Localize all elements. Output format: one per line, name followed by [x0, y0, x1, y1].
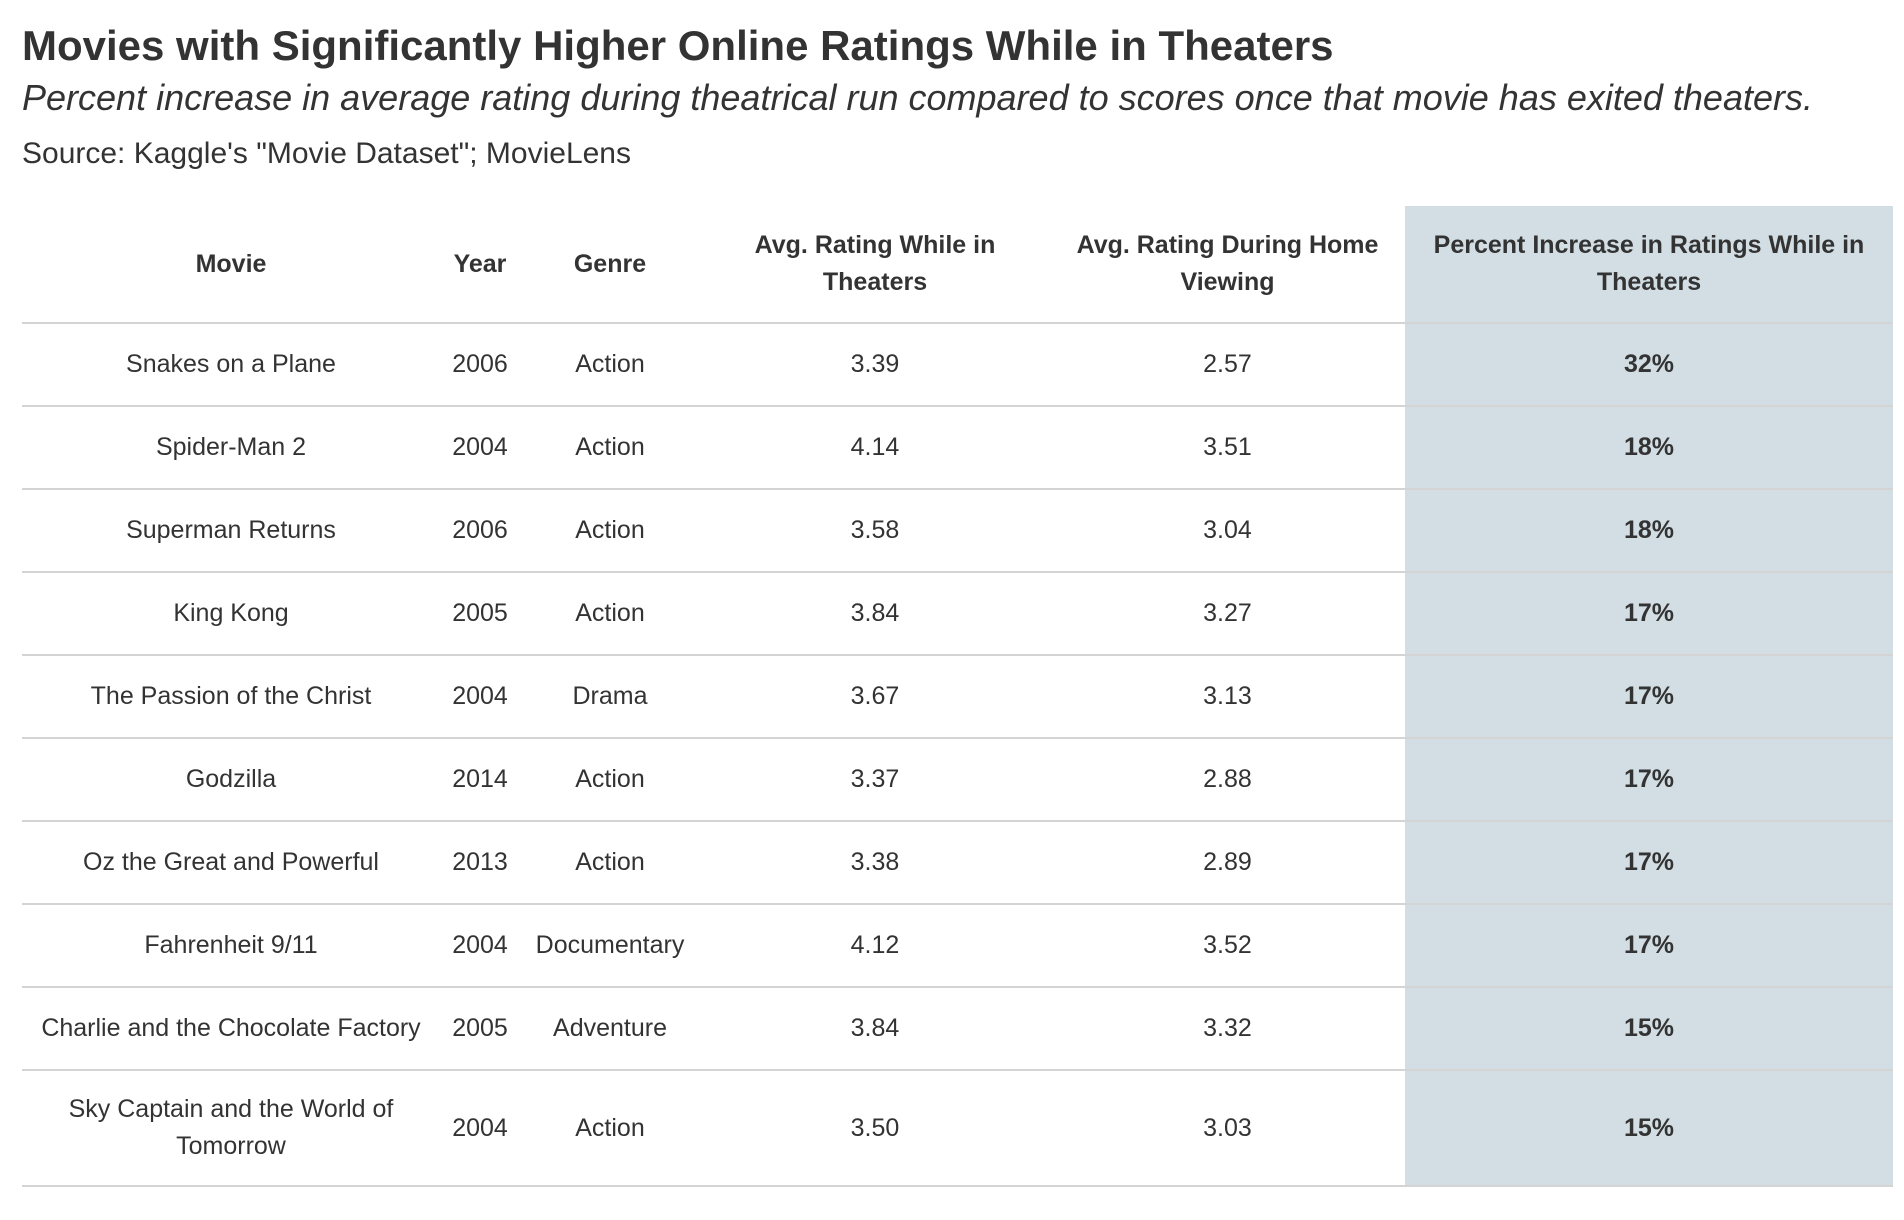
rating-home-viewing-cell: 3.52 — [1050, 904, 1405, 988]
movie-cell: The Passion of the Christ — [22, 655, 440, 739]
rating-home-viewing-cell: 2.57 — [1050, 323, 1405, 407]
genre-cell: Action — [520, 406, 700, 490]
movie-cell: Oz the Great and Powerful — [22, 821, 440, 905]
percent-increase-cell: 15% — [1405, 1070, 1893, 1187]
table-row: Fahrenheit 9/11 2004 Documentary 4.12 3.52 17… — [22, 904, 1893, 988]
year-cell: 2013 — [440, 821, 520, 905]
rating-in-theaters-cell: 3.37 — [700, 738, 1050, 822]
year-cell: 2004 — [440, 406, 520, 490]
table-row: The Passion of the Christ 2004 Drama 3.67 3.… — [22, 655, 1893, 739]
genre-cell: Drama — [520, 655, 700, 739]
movie-cell: Charlie and the Chocolate Factory — [22, 987, 440, 1071]
table-row: Oz the Great and Powerful 2013 Action 3.38 2… — [22, 821, 1893, 905]
column-header-percent-increase: Percent Increase in Ratings While in The… — [1405, 206, 1893, 324]
year-cell: 2004 — [440, 1070, 520, 1187]
year-cell: 2014 — [440, 738, 520, 822]
movie-cell: King Kong — [22, 572, 440, 656]
genre-cell: Action — [520, 323, 700, 407]
table-row: King Kong 2005 Action 3.84 3.27 17% — [22, 572, 1893, 656]
table-row: Sky Captain and the World of Tomorrow 200… — [22, 1070, 1893, 1187]
table-row: Spider-Man 2 2004 Action 4.14 3.51 18% — [22, 406, 1893, 490]
movie-cell: Snakes on a Plane — [22, 323, 440, 407]
percent-increase-cell: 17% — [1405, 572, 1893, 656]
year-cell: 2004 — [440, 904, 520, 988]
year-cell: 2005 — [440, 987, 520, 1071]
rating-in-theaters-cell: 3.84 — [700, 987, 1050, 1071]
percent-increase-cell: 17% — [1405, 655, 1893, 739]
rating-home-viewing-cell: 3.13 — [1050, 655, 1405, 739]
table-body: Snakes on a Plane 2006 Action 3.39 2.57 32% Sp… — [22, 323, 1893, 1187]
percent-increase-cell: 18% — [1405, 406, 1893, 490]
rating-home-viewing-cell: 3.27 — [1050, 572, 1405, 656]
rating-in-theaters-cell: 3.58 — [700, 489, 1050, 573]
rating-in-theaters-cell: 3.38 — [700, 821, 1050, 905]
rating-home-viewing-cell: 3.32 — [1050, 987, 1405, 1071]
table-row: Superman Returns 2006 Action 3.58 3.04 18% — [22, 489, 1893, 573]
movie-cell: Sky Captain and the World of Tomorrow — [22, 1070, 440, 1187]
movie-cell: Fahrenheit 9/11 — [22, 904, 440, 988]
table-row: Snakes on a Plane 2006 Action 3.39 2.57 32% — [22, 323, 1893, 407]
rating-home-viewing-cell: 3.03 — [1050, 1070, 1405, 1187]
genre-cell: Action — [520, 489, 700, 573]
chart-header: Movies with Significantly Higher Online … — [22, 18, 1893, 174]
header-row: Movie Year Genre Avg. Rating While in Th… — [22, 206, 1893, 324]
percent-increase-cell: 15% — [1405, 987, 1893, 1071]
genre-cell: Action — [520, 821, 700, 905]
year-cell: 2006 — [440, 489, 520, 573]
table-row: Godzilla 2014 Action 3.37 2.88 17% — [22, 738, 1893, 822]
rating-in-theaters-cell: 3.50 — [700, 1070, 1050, 1187]
column-header-year: Year — [440, 206, 520, 324]
rating-home-viewing-cell: 3.04 — [1050, 489, 1405, 573]
genre-cell: Action — [520, 738, 700, 822]
genre-cell: Documentary — [520, 904, 700, 988]
rating-in-theaters-cell: 3.39 — [700, 323, 1050, 407]
chart-title: Movies with Significantly Higher Online … — [22, 22, 1334, 69]
column-header-rating-in-theaters: Avg. Rating While in Theaters — [700, 206, 1050, 324]
column-header-movie: Movie — [22, 206, 440, 324]
rating-in-theaters-cell: 4.14 — [700, 406, 1050, 490]
chart-source: Source: Kaggle's "Movie Dataset"; MovieL… — [22, 137, 631, 170]
genre-cell: Adventure — [520, 987, 700, 1071]
rating-in-theaters-cell: 3.67 — [700, 655, 1050, 739]
movie-cell: Godzilla — [22, 738, 440, 822]
column-header-genre: Genre — [520, 206, 700, 324]
percent-increase-cell: 32% — [1405, 323, 1893, 407]
percent-increase-cell: 17% — [1405, 738, 1893, 822]
rating-home-viewing-cell: 2.88 — [1050, 738, 1405, 822]
chart-subtitle: Percent increase in average rating durin… — [22, 77, 1813, 118]
genre-cell: Action — [520, 572, 700, 656]
column-header-rating-home-viewing: Avg. Rating During Home Viewing — [1050, 206, 1405, 324]
year-cell: 2005 — [440, 572, 520, 656]
percent-increase-cell: 17% — [1405, 904, 1893, 988]
table-row: Charlie and the Chocolate Factory 2005 Adv… — [22, 987, 1893, 1071]
movie-cell: Superman Returns — [22, 489, 440, 573]
percent-increase-cell: 18% — [1405, 489, 1893, 573]
movie-cell: Spider-Man 2 — [22, 406, 440, 490]
genre-cell: Action — [520, 1070, 700, 1187]
year-cell: 2004 — [440, 655, 520, 739]
rating-in-theaters-cell: 4.12 — [700, 904, 1050, 988]
ratings-table: Movie Year Genre Avg. Rating While in Th… — [22, 206, 1893, 1187]
year-cell: 2006 — [440, 323, 520, 407]
rating-in-theaters-cell: 3.84 — [700, 572, 1050, 656]
percent-increase-cell: 17% — [1405, 821, 1893, 905]
rating-home-viewing-cell: 2.89 — [1050, 821, 1405, 905]
rating-home-viewing-cell: 3.51 — [1050, 406, 1405, 490]
